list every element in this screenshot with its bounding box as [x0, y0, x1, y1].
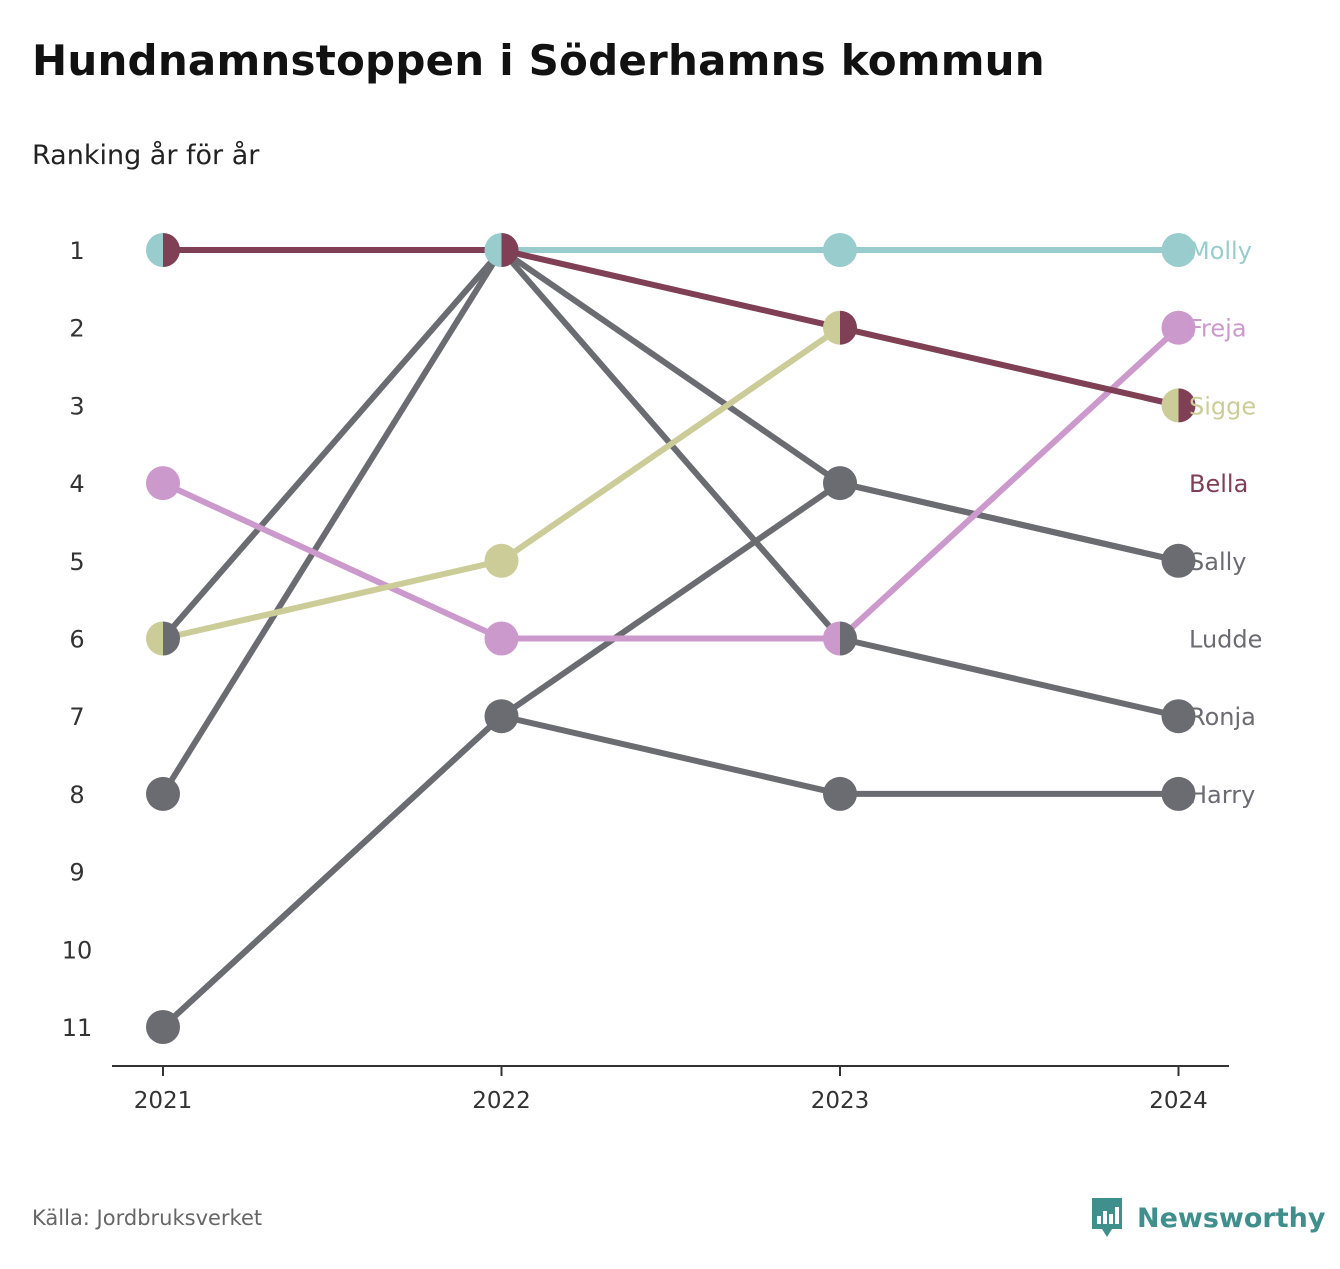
x-tick-label-2023: 2023: [811, 1088, 870, 1114]
source-note: Källa: Jordbruksverket: [32, 1206, 263, 1230]
end-label-ronja: Ronja: [1189, 703, 1256, 731]
point-freja-2021: [146, 466, 180, 501]
end-label-bella: Bella: [1189, 470, 1248, 498]
series-line-bella: [160, 247, 1182, 409]
point-sigge-2023: [823, 310, 840, 345]
brand-label: Newsworthy: [1137, 1202, 1326, 1234]
x-axis: 2021 2022 2023 2024: [112, 1065, 1229, 1114]
point-freja-2024: [1161, 310, 1196, 345]
series-points: [146, 233, 1196, 1044]
x-tick-label-2024: 2024: [1149, 1088, 1208, 1114]
y-tick-label-10: 10: [62, 936, 93, 964]
y-tick-label-3: 3: [69, 392, 84, 420]
y-tick-label-9: 9: [69, 859, 84, 887]
point-ludde-2023: [840, 621, 857, 656]
series-line-freja: [160, 324, 1182, 642]
end-label-molly: Molly: [1189, 237, 1252, 265]
y-tick-label-11: 11: [62, 1014, 93, 1042]
end-label-sally: Sally: [1189, 548, 1246, 576]
bump-chart: Molly Freja Sigge Bella Sally Ludde Ronja Harry…: [62, 233, 1262, 1114]
y-tick-label-1: 1: [69, 237, 84, 265]
series-line-ludde: [160, 247, 1182, 720]
point-freja-2022: [484, 621, 519, 656]
point-harry-2024: [1161, 776, 1196, 811]
point-sigge-2024: [1161, 388, 1179, 423]
x-tick-label-2021: 2021: [134, 1088, 193, 1114]
chart-title: Hundnamnstoppen i Söderhamns kommun: [32, 36, 1045, 85]
y-tick-label-8: 8: [69, 781, 84, 809]
x-tick-label-2022: 2022: [472, 1088, 531, 1114]
point-ronja-2021: [146, 1010, 180, 1044]
y-tick-label-5: 5: [69, 548, 84, 576]
point-bella-2022: [501, 233, 519, 267]
point-molly-2021: [146, 233, 163, 267]
end-label-ludde: Ludde: [1189, 626, 1262, 654]
newsworthy-logo-icon: [1092, 1198, 1122, 1237]
point-sally-2023: [823, 466, 857, 501]
y-tick-label-4: 4: [69, 470, 84, 498]
point-molly-2024: [1161, 233, 1196, 267]
point-ronja-2022: [484, 699, 519, 734]
point-molly-2022: [484, 233, 502, 267]
series-line-sigge: [160, 324, 1182, 642]
y-axis: 1 2 3 4 5 6 7 8 9 10 11: [62, 237, 93, 1042]
point-freja-2023: [823, 621, 840, 656]
series-line-sally: [160, 247, 1182, 797]
chart-subtitle: Ranking år för år: [32, 140, 260, 171]
end-labels: Molly Freja Sigge Bella Sally Ludde Ronja Harry: [1189, 237, 1262, 809]
y-tick-label-6: 6: [69, 626, 84, 654]
point-sigge-2021: [146, 621, 163, 656]
point-harry-2023: [823, 776, 857, 811]
y-tick-label-7: 7: [69, 703, 84, 731]
point-sigge-2022: [484, 543, 519, 578]
point-sally-2021: [146, 776, 180, 811]
point-sally-2024: [1161, 543, 1196, 578]
y-tick-label-2: 2: [69, 315, 84, 343]
series-line-harry: [160, 713, 1182, 1030]
point-bella-2023: [840, 310, 857, 345]
brand: Newsworthy: [1089, 1196, 1325, 1240]
series-lines: [160, 247, 1182, 1030]
point-bella-2024: [1178, 388, 1196, 423]
end-label-sigge: Sigge: [1189, 392, 1256, 420]
point-bella-2021: [163, 233, 180, 267]
point-ludde-2024: [1161, 699, 1196, 734]
point-ludde-2021: [163, 621, 180, 656]
end-label-freja: Freja: [1189, 315, 1247, 343]
end-label-harry: Harry: [1189, 781, 1255, 809]
point-molly-2023: [823, 233, 857, 267]
